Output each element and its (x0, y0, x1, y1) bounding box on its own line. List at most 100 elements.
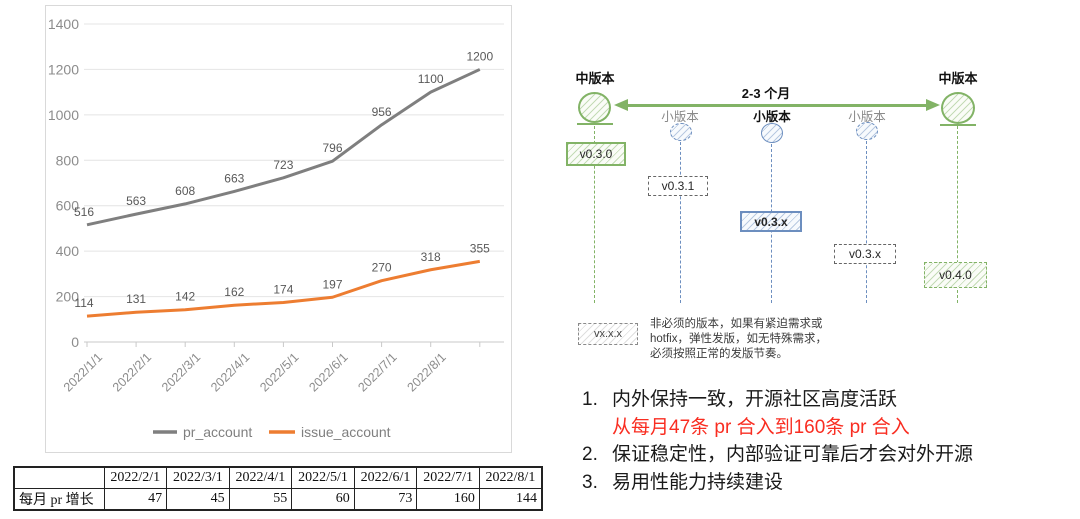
data-label: 197 (322, 277, 342, 291)
pr-issue-line-chart: 0 200 400 600 800 1000 1200 1400 2022/1/1 2022/2/… (48, 16, 504, 440)
x-axis-label: 2022/8/1 (405, 350, 449, 394)
x-axis-label: 2022/7/1 (355, 350, 399, 394)
legend-note-line-1: 非必须的版本，如果有紧迫需求或 (650, 318, 823, 330)
table-row-label: 每月 pr 增长 (13, 487, 105, 510)
table-header-cell: 2022/8/1 (478, 466, 543, 489)
data-label: 1100 (418, 72, 444, 86)
x-axis-label: 2022/6/1 (306, 350, 350, 394)
table-value-cell: 144 (478, 487, 543, 510)
y-axis-label: 1200 (48, 61, 79, 77)
data-label: 1200 (466, 49, 493, 63)
y-axis-label: 800 (56, 152, 80, 168)
data-label: 663 (224, 171, 244, 185)
legend-note-line-3: 必须按照正常的发版节奏。 (650, 348, 788, 360)
data-label: 142 (175, 290, 195, 304)
x-axis-label: 2022/4/1 (208, 350, 252, 394)
version-box-v0.3.1: v0.3.1 (648, 176, 708, 196)
table-header-cell (13, 466, 105, 489)
arrowhead-left-icon (614, 99, 628, 111)
minor-version-node-1 (670, 123, 692, 141)
y-axis-label: 1000 (48, 107, 79, 123)
major-version-label-left: 中版本 (575, 71, 615, 86)
note-item-3: 3. 易用性能力持续建设 (582, 469, 1072, 497)
legend-note-text: 非必须的版本，如果有紧迫需求或 hotfix，弹性发版，如无特殊需求， 必须按照… (650, 317, 930, 362)
note-item-1: 1. 内外保持一致，开源社区高度活跃 (582, 386, 1072, 414)
timeline-minor-1 (680, 142, 681, 303)
data-label: 131 (126, 292, 146, 306)
note-text-3: 易用性能力持续建设 (612, 471, 784, 493)
version-box-v0.3.x-future: v0.3.x (834, 244, 896, 264)
x-axis-label: 2022/2/1 (110, 350, 154, 394)
table-header-row: 2022/2/1 2022/3/1 2022/4/1 2022/5/1 2022/6/1… (13, 466, 543, 489)
minor-version-label-1: 小版本 (661, 110, 699, 124)
table-header-cell: 2022/3/1 (166, 466, 230, 489)
data-label: 114 (74, 296, 93, 310)
data-label: 563 (126, 194, 146, 208)
table-value-cell: 55 (228, 487, 293, 510)
table-header-cell: 2022/7/1 (416, 466, 480, 489)
legend-version-box: vx.x.x (578, 323, 638, 345)
timeline-right-major (957, 126, 958, 303)
note-number-3: 3. (582, 471, 598, 493)
x-axis-label: 2022/3/1 (159, 350, 203, 394)
note-number-2: 2. (582, 444, 598, 465)
table-value-cell: 160 (416, 487, 480, 510)
legend-label-issue: issue_account (301, 424, 391, 440)
data-label: 174 (273, 282, 293, 296)
data-label: 162 (224, 285, 244, 299)
data-label: 796 (322, 141, 342, 155)
legend-label-pr: pr_account (183, 424, 252, 440)
table-header-cell: 2022/2/1 (103, 466, 168, 489)
table-header-cell: 2022/6/1 (353, 466, 418, 489)
data-label: 516 (74, 205, 94, 219)
y-axis-label: 0 (71, 334, 79, 350)
summary-notes: 1. 内外保持一致，开源社区高度活跃 从每月47条 pr 合入到160条 pr 合… (582, 386, 1072, 496)
table-header-cell: 2022/4/1 (228, 466, 293, 489)
issue_account-line (86, 259, 481, 318)
node-baseline-left (577, 123, 613, 125)
data-label: 956 (372, 105, 392, 119)
x-axis-label: 2022/5/1 (257, 350, 301, 394)
timeline-left-major (594, 126, 595, 303)
data-label: 723 (273, 158, 293, 172)
timeline-minor-3 (866, 141, 867, 303)
y-axis-label: 200 (56, 289, 80, 305)
version-box-v0.3.0: v0.3.0 (566, 142, 626, 166)
minor-version-label-2: 小版本 (753, 110, 791, 124)
table-data-row: 每月 pr 增长 47 45 55 60 73 160 144 (13, 487, 543, 510)
node-baseline-right (940, 124, 976, 126)
duration-arrow-line (626, 104, 928, 107)
version-box-v0.4.0: v0.4.0 (924, 262, 987, 288)
release-cadence-diagram: 中版本 中版本 2-3 个月 小版本 小版本 小版本 v0.3.0 v0.3.1… (556, 40, 1080, 385)
version-box-v0.3.x-current: v0.3.x (740, 211, 802, 232)
pr-issue-chart-card: 0 200 400 600 800 1000 1200 1400 2022/1/1 2022/2/… (45, 5, 512, 453)
minor-version-node-2 (761, 123, 783, 143)
table-value-cell: 73 (353, 487, 418, 510)
minor-version-label-3: 小版本 (848, 110, 886, 124)
monthly-pr-growth-table: 2022/2/1 2022/3/1 2022/4/1 2022/5/1 2022/6/1… (13, 466, 543, 511)
major-version-node-right (941, 92, 975, 124)
x-axis-label: 2022/1/1 (61, 350, 105, 394)
table-value-cell: 60 (291, 487, 355, 510)
table-value-cell: 47 (103, 487, 168, 510)
note-number-1: 1. (582, 389, 598, 410)
duration-label: 2-3 个月 (741, 86, 791, 101)
legend-note-line-2: hotfix，弹性发版，如无特殊需求， (650, 333, 827, 345)
data-label: 355 (470, 241, 490, 255)
note-item-2: 2. 保证稳定性，内部验证可靠后才会对外开源 (582, 441, 1072, 469)
data-label: 318 (421, 250, 441, 264)
note-item-1-highlight: 从每月47条 pr 合入到160条 pr 合入 (612, 416, 910, 438)
y-axis-label: 600 (56, 198, 80, 214)
y-axis-label: 1400 (48, 16, 79, 32)
y-axis-label: 400 (56, 243, 80, 259)
pr_account-line (86, 68, 481, 227)
major-version-label-right: 中版本 (938, 71, 978, 86)
table-header-cell: 2022/5/1 (291, 466, 355, 489)
table-value-cell: 45 (166, 487, 230, 510)
major-version-node-left (578, 92, 611, 123)
arrowhead-right-icon (926, 99, 940, 111)
data-label: 608 (175, 184, 195, 198)
note-text-2: 保证稳定性，内部验证可靠后才会对外开源 (612, 444, 974, 465)
data-label: 270 (372, 261, 392, 275)
